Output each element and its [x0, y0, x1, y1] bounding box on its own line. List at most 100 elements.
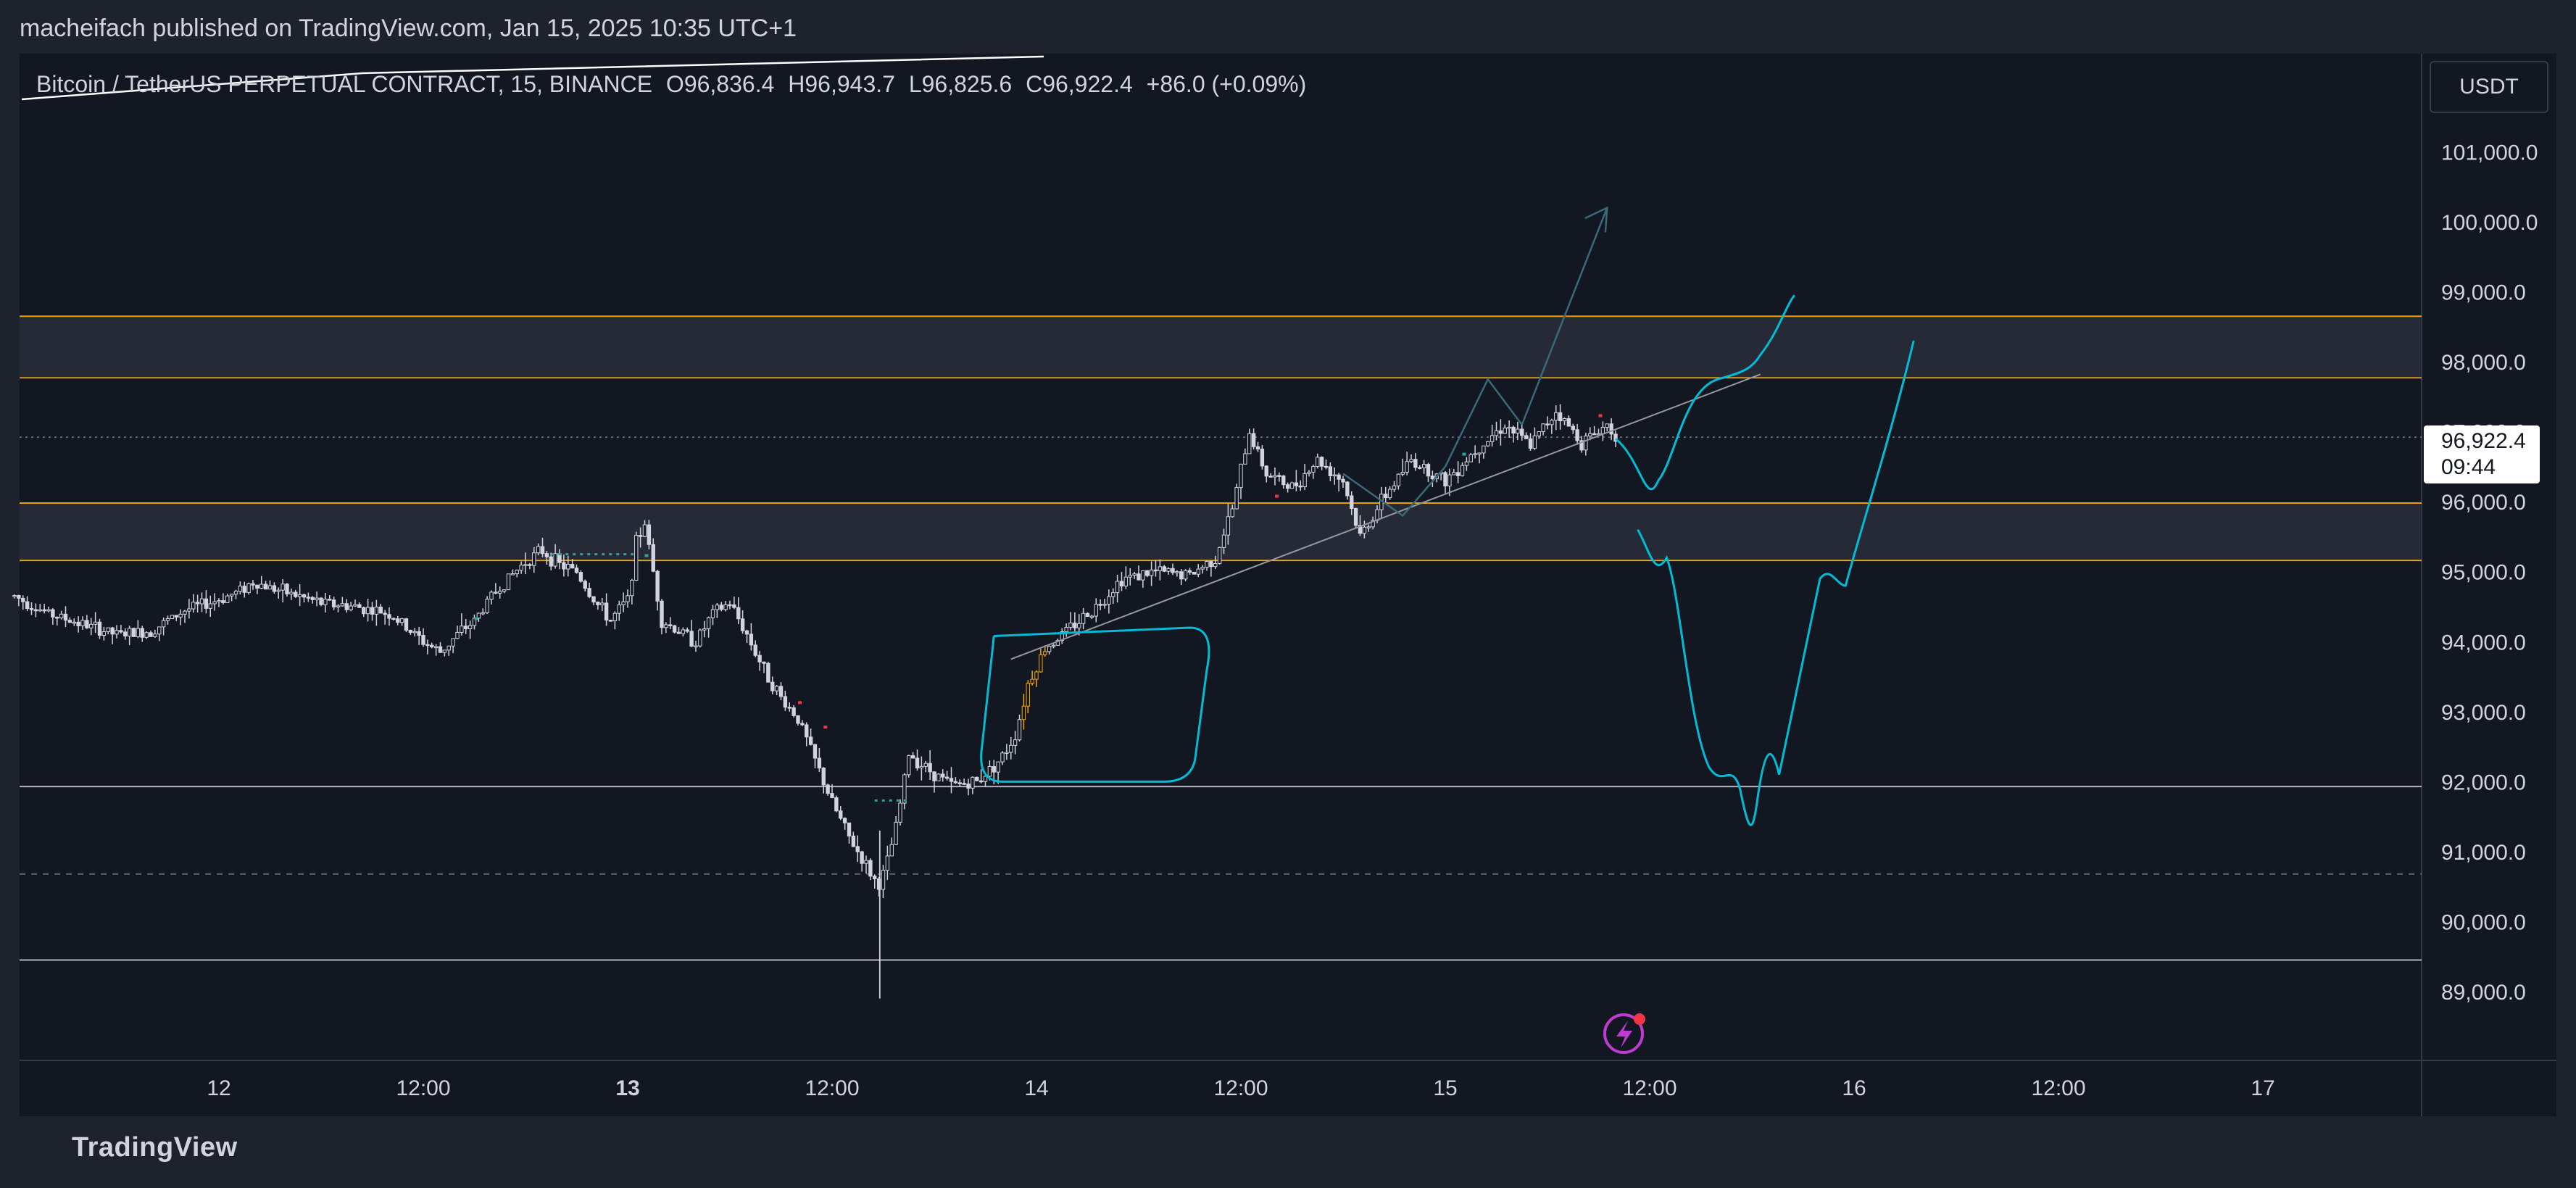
- candle-body: [1128, 575, 1132, 578]
- candle-body: [1175, 571, 1179, 573]
- candle-body: [1260, 449, 1265, 467]
- candle-body: [174, 615, 178, 618]
- candle-body: [1111, 592, 1115, 597]
- candle-body: [110, 627, 115, 635]
- candle-body: [562, 562, 566, 570]
- candle-body: [1520, 428, 1524, 436]
- candle-body: [1153, 569, 1158, 572]
- candle-body: [1000, 752, 1005, 763]
- candle-body: [1311, 466, 1316, 473]
- candle-body: [131, 628, 136, 637]
- candle-body: [1047, 646, 1052, 652]
- candle-body: [949, 778, 954, 782]
- candle-body: [805, 724, 809, 738]
- candle-body: [1102, 604, 1107, 606]
- candle-body: [438, 646, 443, 653]
- candle-body: [1268, 475, 1273, 478]
- candle-body: [1562, 418, 1567, 422]
- candle-body: [839, 810, 843, 819]
- candle-body: [732, 604, 736, 608]
- footer-bar: [0, 1120, 2576, 1188]
- candle-body: [510, 573, 515, 576]
- candle-body: [263, 583, 268, 590]
- candle-body: [1149, 569, 1154, 576]
- candle-body: [574, 568, 579, 573]
- candle-body: [566, 564, 570, 570]
- time-tick-label: 15: [1433, 1076, 1457, 1100]
- lightning-alert-icon[interactable]: [1603, 1013, 1645, 1054]
- candle-body: [315, 597, 319, 600]
- candle-body: [1017, 719, 1022, 741]
- candle-body: [647, 524, 652, 545]
- candle-body: [1081, 612, 1086, 624]
- candle-body: [1596, 433, 1601, 436]
- candle-body: [344, 603, 349, 610]
- candle-body: [221, 600, 225, 603]
- candle-body: [1592, 433, 1597, 436]
- time-tick-label: 12:00: [805, 1076, 859, 1100]
- candle-body: [740, 618, 745, 631]
- candle-body: [229, 594, 234, 597]
- candle-body: [1516, 428, 1520, 434]
- candle-body: [1115, 581, 1120, 594]
- candle-body: [204, 598, 209, 609]
- candle-body: [1251, 433, 1256, 447]
- candle-body: [1034, 671, 1039, 680]
- candle-body: [736, 607, 741, 620]
- signal-dot: [1275, 494, 1279, 498]
- candle-body: [29, 608, 34, 610]
- candle-body: [1141, 570, 1145, 581]
- drawings: [980, 206, 1915, 826]
- trend-line: [1010, 373, 1761, 660]
- time-tick-label: 12: [207, 1076, 230, 1100]
- candle-body: [199, 598, 204, 605]
- signal-dot: [644, 554, 649, 557]
- candle-body: [119, 630, 123, 633]
- candle-body: [21, 597, 25, 602]
- candle-body: [1545, 423, 1550, 425]
- candle-body: [540, 546, 545, 554]
- candle-body: [1055, 640, 1060, 646]
- candle-body: [12, 595, 17, 597]
- footer-brand: TradingView: [20, 1132, 238, 1163]
- candle-body: [966, 784, 971, 789]
- candle-body: [1187, 570, 1192, 573]
- price-tick-label: 94,000.0: [2441, 631, 2526, 655]
- time-tick-label: 17: [2251, 1076, 2274, 1100]
- projection-curve-bearish: [1637, 340, 1915, 826]
- legend-high: H96,943.7: [788, 71, 895, 97]
- candle-body: [55, 616, 59, 619]
- top-bar: macheifach published on TradingView.com,…: [0, 0, 2576, 58]
- candle-body: [1600, 427, 1605, 434]
- candle-body: [1605, 423, 1609, 428]
- candle-body: [1171, 568, 1175, 573]
- candle-body: [596, 602, 600, 605]
- candle-body: [1247, 433, 1252, 454]
- candle-body: [587, 588, 591, 597]
- candle-body: [1528, 438, 1533, 449]
- signal-dot: [474, 617, 478, 620]
- candle-body: [1200, 566, 1205, 570]
- candle-body: [710, 609, 715, 618]
- candle-body: [1213, 563, 1218, 568]
- publish-title: macheifach published on TradingView.com,…: [20, 14, 797, 42]
- price-tick-label: 91,000.0: [2441, 841, 2526, 865]
- chart-pane[interactable]: [20, 54, 2556, 1116]
- candle-body: [1183, 570, 1188, 580]
- currency-selector[interactable]: USDT: [2430, 61, 2548, 113]
- time-tick-label: 12:00: [2031, 1076, 2085, 1100]
- candle-body: [323, 599, 328, 605]
- supply-demand-zones: [20, 316, 2422, 561]
- time-axis: 12 12:00 13 12:00 14 12:00 15 12:00 16 12:00 17: [207, 1076, 2274, 1100]
- candle-body: [953, 781, 958, 784]
- candle-body: [97, 621, 102, 636]
- last-price-tag: 96,922.4 09:44: [2424, 425, 2540, 483]
- candle-body: [38, 609, 42, 612]
- candle-body: [238, 586, 243, 592]
- candle-body: [1468, 454, 1473, 462]
- candle-body: [515, 570, 519, 575]
- candle-body: [1230, 508, 1234, 518]
- symbol-legend: Bitcoin / TetherUS PERPETUAL CONTRACT, 1…: [36, 71, 1313, 98]
- candle-body: [123, 631, 128, 637]
